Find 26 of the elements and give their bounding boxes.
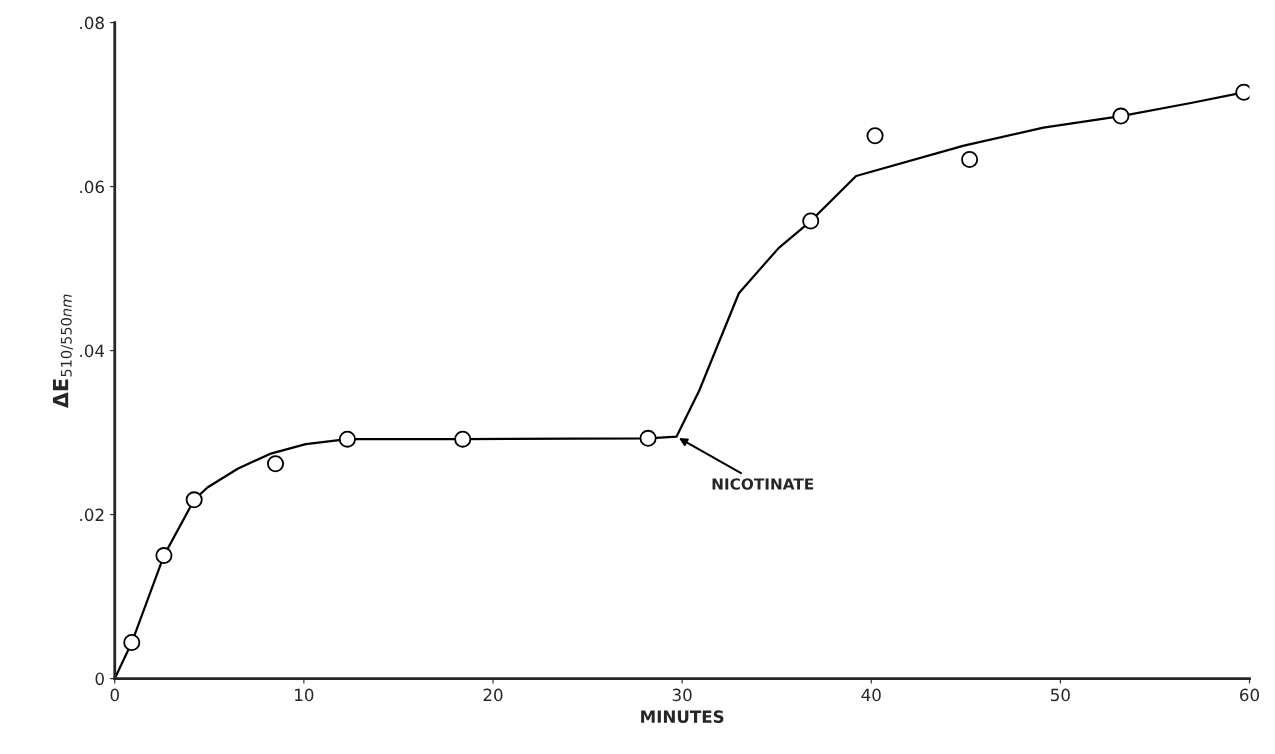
- x-tick-label: 50: [1051, 688, 1070, 702]
- point: [802, 212, 820, 230]
- point: [961, 151, 979, 169]
- y-tick-label: 0: [95, 672, 104, 686]
- point: [266, 455, 285, 473]
- y-tick-label: .08: [80, 16, 104, 30]
- annotation: NICOTINATE: [712, 478, 814, 490]
- point: [155, 547, 173, 565]
- point: [338, 430, 356, 448]
- point: [1112, 107, 1130, 125]
- point: [454, 430, 472, 448]
- x-tick-label: 10: [295, 688, 314, 702]
- y-tick-label: .06: [80, 180, 104, 194]
- y-tick-label: .04: [80, 344, 105, 358]
- x-tick-label: 40: [861, 688, 881, 702]
- x-axis-title: MINUTES: [641, 710, 724, 723]
- point: [639, 429, 657, 447]
- point: [866, 127, 884, 145]
- point: [123, 634, 141, 652]
- x-tick-label: 60: [1240, 688, 1259, 702]
- x-tick-label: 30: [672, 688, 692, 702]
- x-tick-label: 20: [483, 688, 503, 702]
- point: [185, 491, 203, 509]
- y-axis-title: ΔE$_{510/550nm}$: [52, 294, 73, 409]
- y-tick-label: .02: [80, 508, 104, 522]
- x-tick-label: 0: [110, 688, 119, 702]
